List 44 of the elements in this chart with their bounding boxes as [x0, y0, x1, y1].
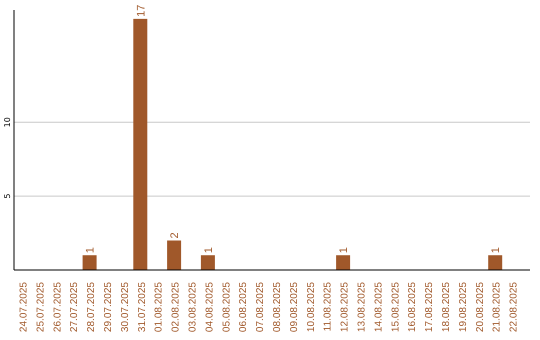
- x-tick-label: 18.08.2025: [440, 282, 452, 332]
- data-label: 1: [84, 247, 97, 254]
- x-tick-label: 22.08.2025: [508, 282, 520, 332]
- x-tick-label: 11.08.2025: [322, 282, 334, 332]
- x-tick-label: 25.07.2025: [35, 282, 46, 332]
- x-tick-label: 14.08.2025: [373, 282, 384, 332]
- data-label: 1: [338, 247, 350, 254]
- x-tick-label: 21.08.2025: [492, 282, 503, 332]
- bar: [82, 255, 97, 270]
- x-tick-label: 12.08.2025: [340, 282, 351, 332]
- x-tick-label: 07.08.2025: [255, 282, 266, 332]
- x-tick-label: 16.08.2025: [407, 282, 418, 332]
- x-tick-label: 26.07.2025: [52, 282, 64, 332]
- x-tick-label: 31.07.2025: [136, 282, 148, 332]
- data-label: 2: [169, 232, 182, 238]
- x-tick-label: 17.08.2025: [424, 282, 436, 332]
- x-tick-label: 27.07.2025: [69, 282, 80, 332]
- x-tick-label: 28.07.2025: [86, 282, 98, 332]
- data-label: 17: [135, 4, 148, 17]
- x-tick-label: 08.08.2025: [272, 282, 283, 332]
- x-tick-label: 03.08.2025: [187, 282, 198, 332]
- bar: [488, 255, 502, 270]
- x-tick-label: 30.07.2025: [120, 282, 131, 332]
- data-label: 1: [490, 247, 502, 254]
- bar: [200, 255, 215, 270]
- x-tick-label: 24.07.2025: [18, 282, 30, 332]
- x-tick-label: 06.08.2025: [238, 282, 250, 332]
- x-tick-label: 19.08.2025: [458, 282, 469, 332]
- x-tick-label: 04.08.2025: [204, 282, 216, 332]
- x-tick-label: 02.08.2025: [170, 282, 182, 332]
- x-tick-label: 09.08.2025: [288, 282, 300, 332]
- x-tick-label: 01.08.2025: [154, 282, 165, 332]
- bar: [167, 240, 182, 270]
- x-tick-label: 29.07.2025: [102, 282, 114, 332]
- data-label: 1: [202, 247, 215, 254]
- y-tick-label: 5: [3, 194, 12, 199]
- x-tick-label: 20.08.2025: [474, 282, 486, 332]
- bar: [133, 18, 148, 270]
- x-tick-label: 13.08.2025: [356, 282, 368, 332]
- x-tick-label: 15.08.2025: [390, 282, 402, 332]
- x-tick-label: 10.08.2025: [306, 282, 317, 332]
- bar: [336, 255, 350, 270]
- x-tick-label: 05.08.2025: [221, 282, 232, 332]
- y-tick-label: 10: [3, 117, 12, 128]
